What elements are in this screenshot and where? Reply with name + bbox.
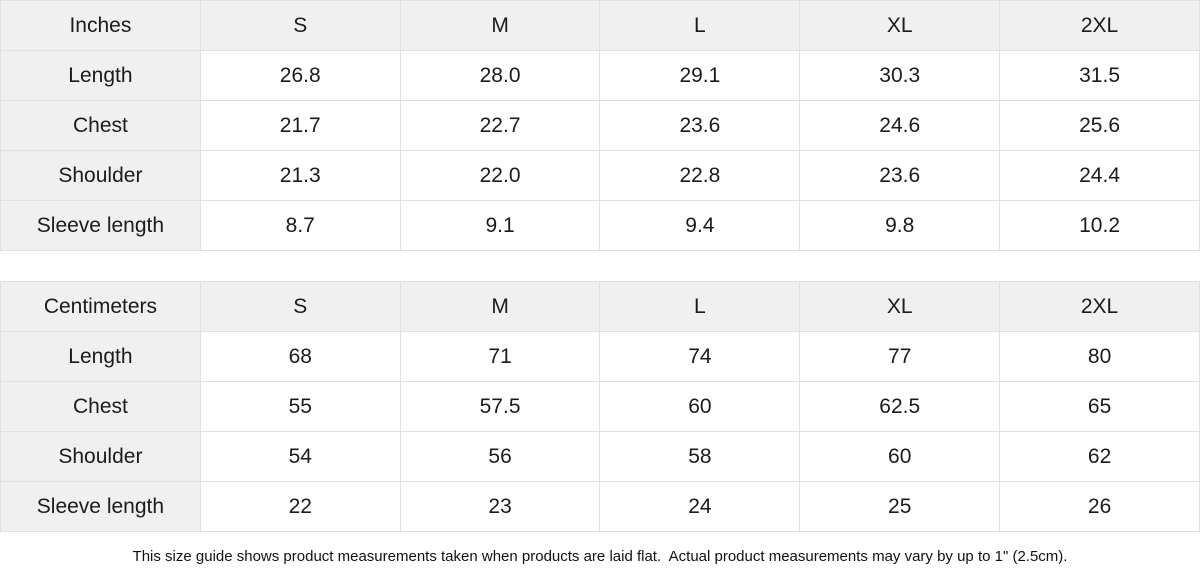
measurement-value-cell: 29.1 [599,50,801,101]
measurement-row: Shoulder 21.3 22.0 22.8 23.6 24.4 [0,150,1200,201]
measurement-value-cell: 9.8 [799,200,1001,251]
measurement-row: Chest 55 57.5 60 62.5 65 [0,381,1200,432]
measurement-label-cell: Chest [0,381,201,432]
measurement-row: Length 26.8 28.0 29.1 30.3 31.5 [0,50,1200,101]
measurement-row: Shoulder 54 56 58 60 62 [0,431,1200,482]
size-header-row: Inches S M L XL 2XL [0,0,1200,51]
size-header-cell: L [599,281,801,332]
measurement-value-cell: 23.6 [599,100,801,151]
size-table-inches: Inches S M L XL 2XL Length 26.8 28.0 29.1 30.3 31.5… [0,0,1200,251]
measurement-value-cell: 56 [399,431,601,482]
size-header-cell: 2XL [999,281,1200,332]
measurement-value-cell: 80 [999,331,1200,382]
measurement-value-cell: 28.0 [399,50,601,101]
measurement-value-cell: 22 [199,481,401,532]
measurement-row: Sleeve length 22 23 24 25 26 [0,481,1200,532]
measurement-label-cell: Chest [0,100,201,151]
measurement-value-cell: 9.4 [599,200,801,251]
size-table-centimeters: Centimeters S M L XL 2XL Length 68 71 74 77 80 Chest… [0,281,1200,532]
measurement-value-cell: 62.5 [799,381,1001,432]
size-guide-note: This size guide shows product measuremen… [0,532,1200,580]
measurement-value-cell: 23 [399,481,601,532]
measurement-value-cell: 77 [799,331,1001,382]
measurement-value-cell: 25 [799,481,1001,532]
size-header-row: Centimeters S M L XL 2XL [0,281,1200,332]
measurement-value-cell: 31.5 [999,50,1200,101]
size-header-cell: S [199,0,401,51]
size-header-cell: S [199,281,401,332]
measurement-value-cell: 74 [599,331,801,382]
measurement-value-cell: 30.3 [799,50,1001,101]
measurement-value-cell: 71 [399,331,601,382]
measurement-value-cell: 24 [599,481,801,532]
measurement-row: Length 68 71 74 77 80 [0,331,1200,382]
measurement-value-cell: 60 [599,381,801,432]
measurement-value-cell: 25.6 [999,100,1200,151]
size-header-cell: M [399,0,601,51]
measurement-value-cell: 22.8 [599,150,801,201]
measurement-value-cell: 10.2 [999,200,1200,251]
measurement-value-cell: 62 [999,431,1200,482]
measurement-value-cell: 68 [199,331,401,382]
table-gap [0,251,1200,281]
measurement-value-cell: 54 [199,431,401,482]
measurement-value-cell: 9.1 [399,200,601,251]
size-header-cell: XL [799,281,1001,332]
measurement-value-cell: 21.3 [199,150,401,201]
size-header-cell: XL [799,0,1001,51]
measurement-value-cell: 21.7 [199,100,401,151]
measurement-value-cell: 26 [999,481,1200,532]
measurement-value-cell: 22.7 [399,100,601,151]
measurement-row: Chest 21.7 22.7 23.6 24.6 25.6 [0,100,1200,151]
measurement-label-cell: Sleeve length [0,200,201,251]
measurement-label-cell: Shoulder [0,431,201,482]
size-header-cell: M [399,281,601,332]
measurement-label-cell: Length [0,50,201,101]
measurement-value-cell: 60 [799,431,1001,482]
measurement-value-cell: 8.7 [199,200,401,251]
measurement-value-cell: 23.6 [799,150,1001,201]
measurement-value-cell: 57.5 [399,381,601,432]
unit-header-cell: Inches [0,0,201,51]
measurement-label-cell: Shoulder [0,150,201,201]
measurement-value-cell: 58 [599,431,801,482]
measurement-value-cell: 26.8 [199,50,401,101]
size-header-cell: L [599,0,801,51]
measurement-label-cell: Length [0,331,201,382]
measurement-value-cell: 24.6 [799,100,1001,151]
measurement-value-cell: 24.4 [999,150,1200,201]
measurement-value-cell: 55 [199,381,401,432]
size-header-cell: 2XL [999,0,1200,51]
measurement-row: Sleeve length 8.7 9.1 9.4 9.8 10.2 [0,200,1200,251]
unit-header-cell: Centimeters [0,281,201,332]
measurement-label-cell: Sleeve length [0,481,201,532]
measurement-value-cell: 65 [999,381,1200,432]
measurement-value-cell: 22.0 [399,150,601,201]
